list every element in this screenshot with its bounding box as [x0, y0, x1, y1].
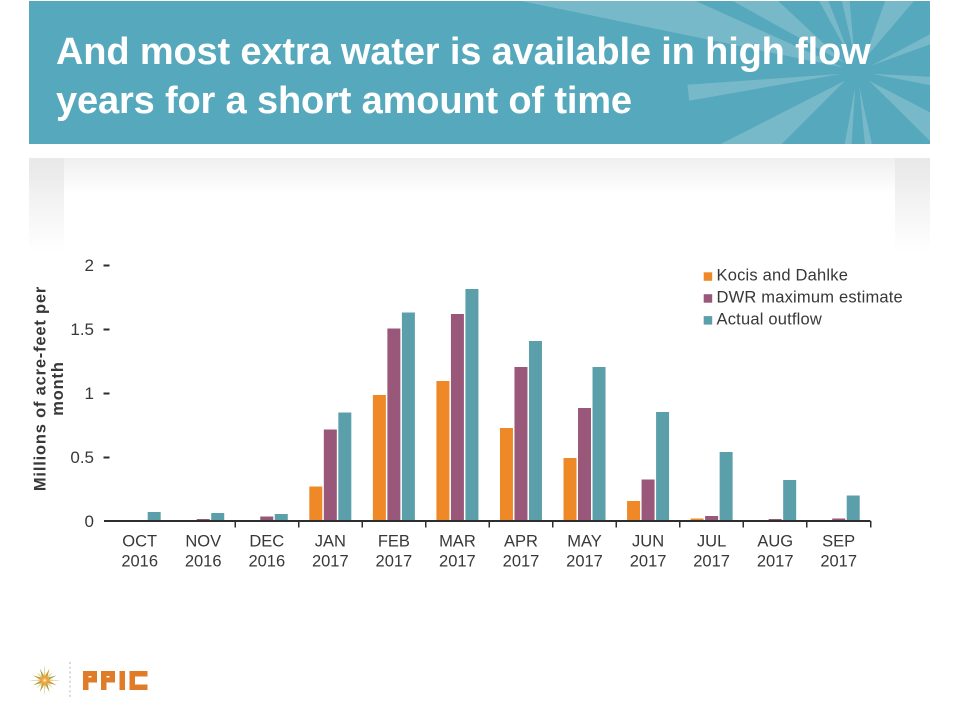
svg-text:month: month — [49, 361, 67, 415]
svg-text:1: 1 — [85, 384, 94, 403]
svg-text:0.5: 0.5 — [70, 448, 94, 467]
svg-text:SEP: SEP — [822, 532, 855, 550]
svg-text:2017: 2017 — [820, 553, 857, 571]
svg-text:2017: 2017 — [630, 553, 667, 571]
svg-text:2017: 2017 — [757, 553, 794, 571]
svg-text:2017: 2017 — [439, 553, 476, 571]
svg-text:OCT: OCT — [122, 532, 157, 550]
svg-text:2017: 2017 — [312, 553, 349, 571]
svg-text:FEB: FEB — [378, 532, 410, 550]
svg-text:Kocis and Dahlke: Kocis and Dahlke — [717, 267, 849, 285]
svg-text:MAR: MAR — [439, 532, 476, 550]
svg-text:2016: 2016 — [185, 553, 222, 571]
svg-text:MAY: MAY — [567, 532, 602, 550]
svg-text:AUG: AUG — [757, 532, 793, 550]
svg-text:1.5: 1.5 — [70, 320, 94, 339]
svg-text:JUL: JUL — [697, 532, 726, 550]
svg-text:2016: 2016 — [248, 553, 285, 571]
svg-text:2017: 2017 — [693, 553, 730, 571]
svg-text:JUN: JUN — [632, 532, 664, 550]
svg-text:NOV: NOV — [185, 532, 221, 550]
svg-text:2: 2 — [85, 256, 94, 275]
svg-text:2017: 2017 — [566, 553, 603, 571]
svg-text:Millions of acre-feet per: Millions of acre-feet per — [32, 286, 50, 491]
svg-text:2017: 2017 — [376, 553, 413, 571]
svg-text:APR: APR — [504, 532, 538, 550]
svg-text:2017: 2017 — [503, 553, 540, 571]
svg-text:JAN: JAN — [315, 532, 346, 550]
svg-text:DEC: DEC — [249, 532, 284, 550]
svg-text:Actual outflow: Actual outflow — [717, 311, 823, 329]
svg-text:2016: 2016 — [121, 553, 158, 571]
svg-text:0: 0 — [85, 512, 94, 531]
svg-text:DWR maximum estimate: DWR maximum estimate — [717, 289, 903, 307]
